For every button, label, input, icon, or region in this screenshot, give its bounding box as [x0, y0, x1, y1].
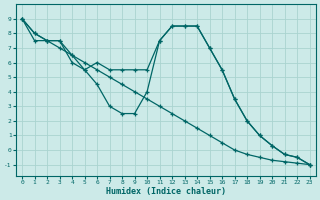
X-axis label: Humidex (Indice chaleur): Humidex (Indice chaleur) [106, 187, 226, 196]
